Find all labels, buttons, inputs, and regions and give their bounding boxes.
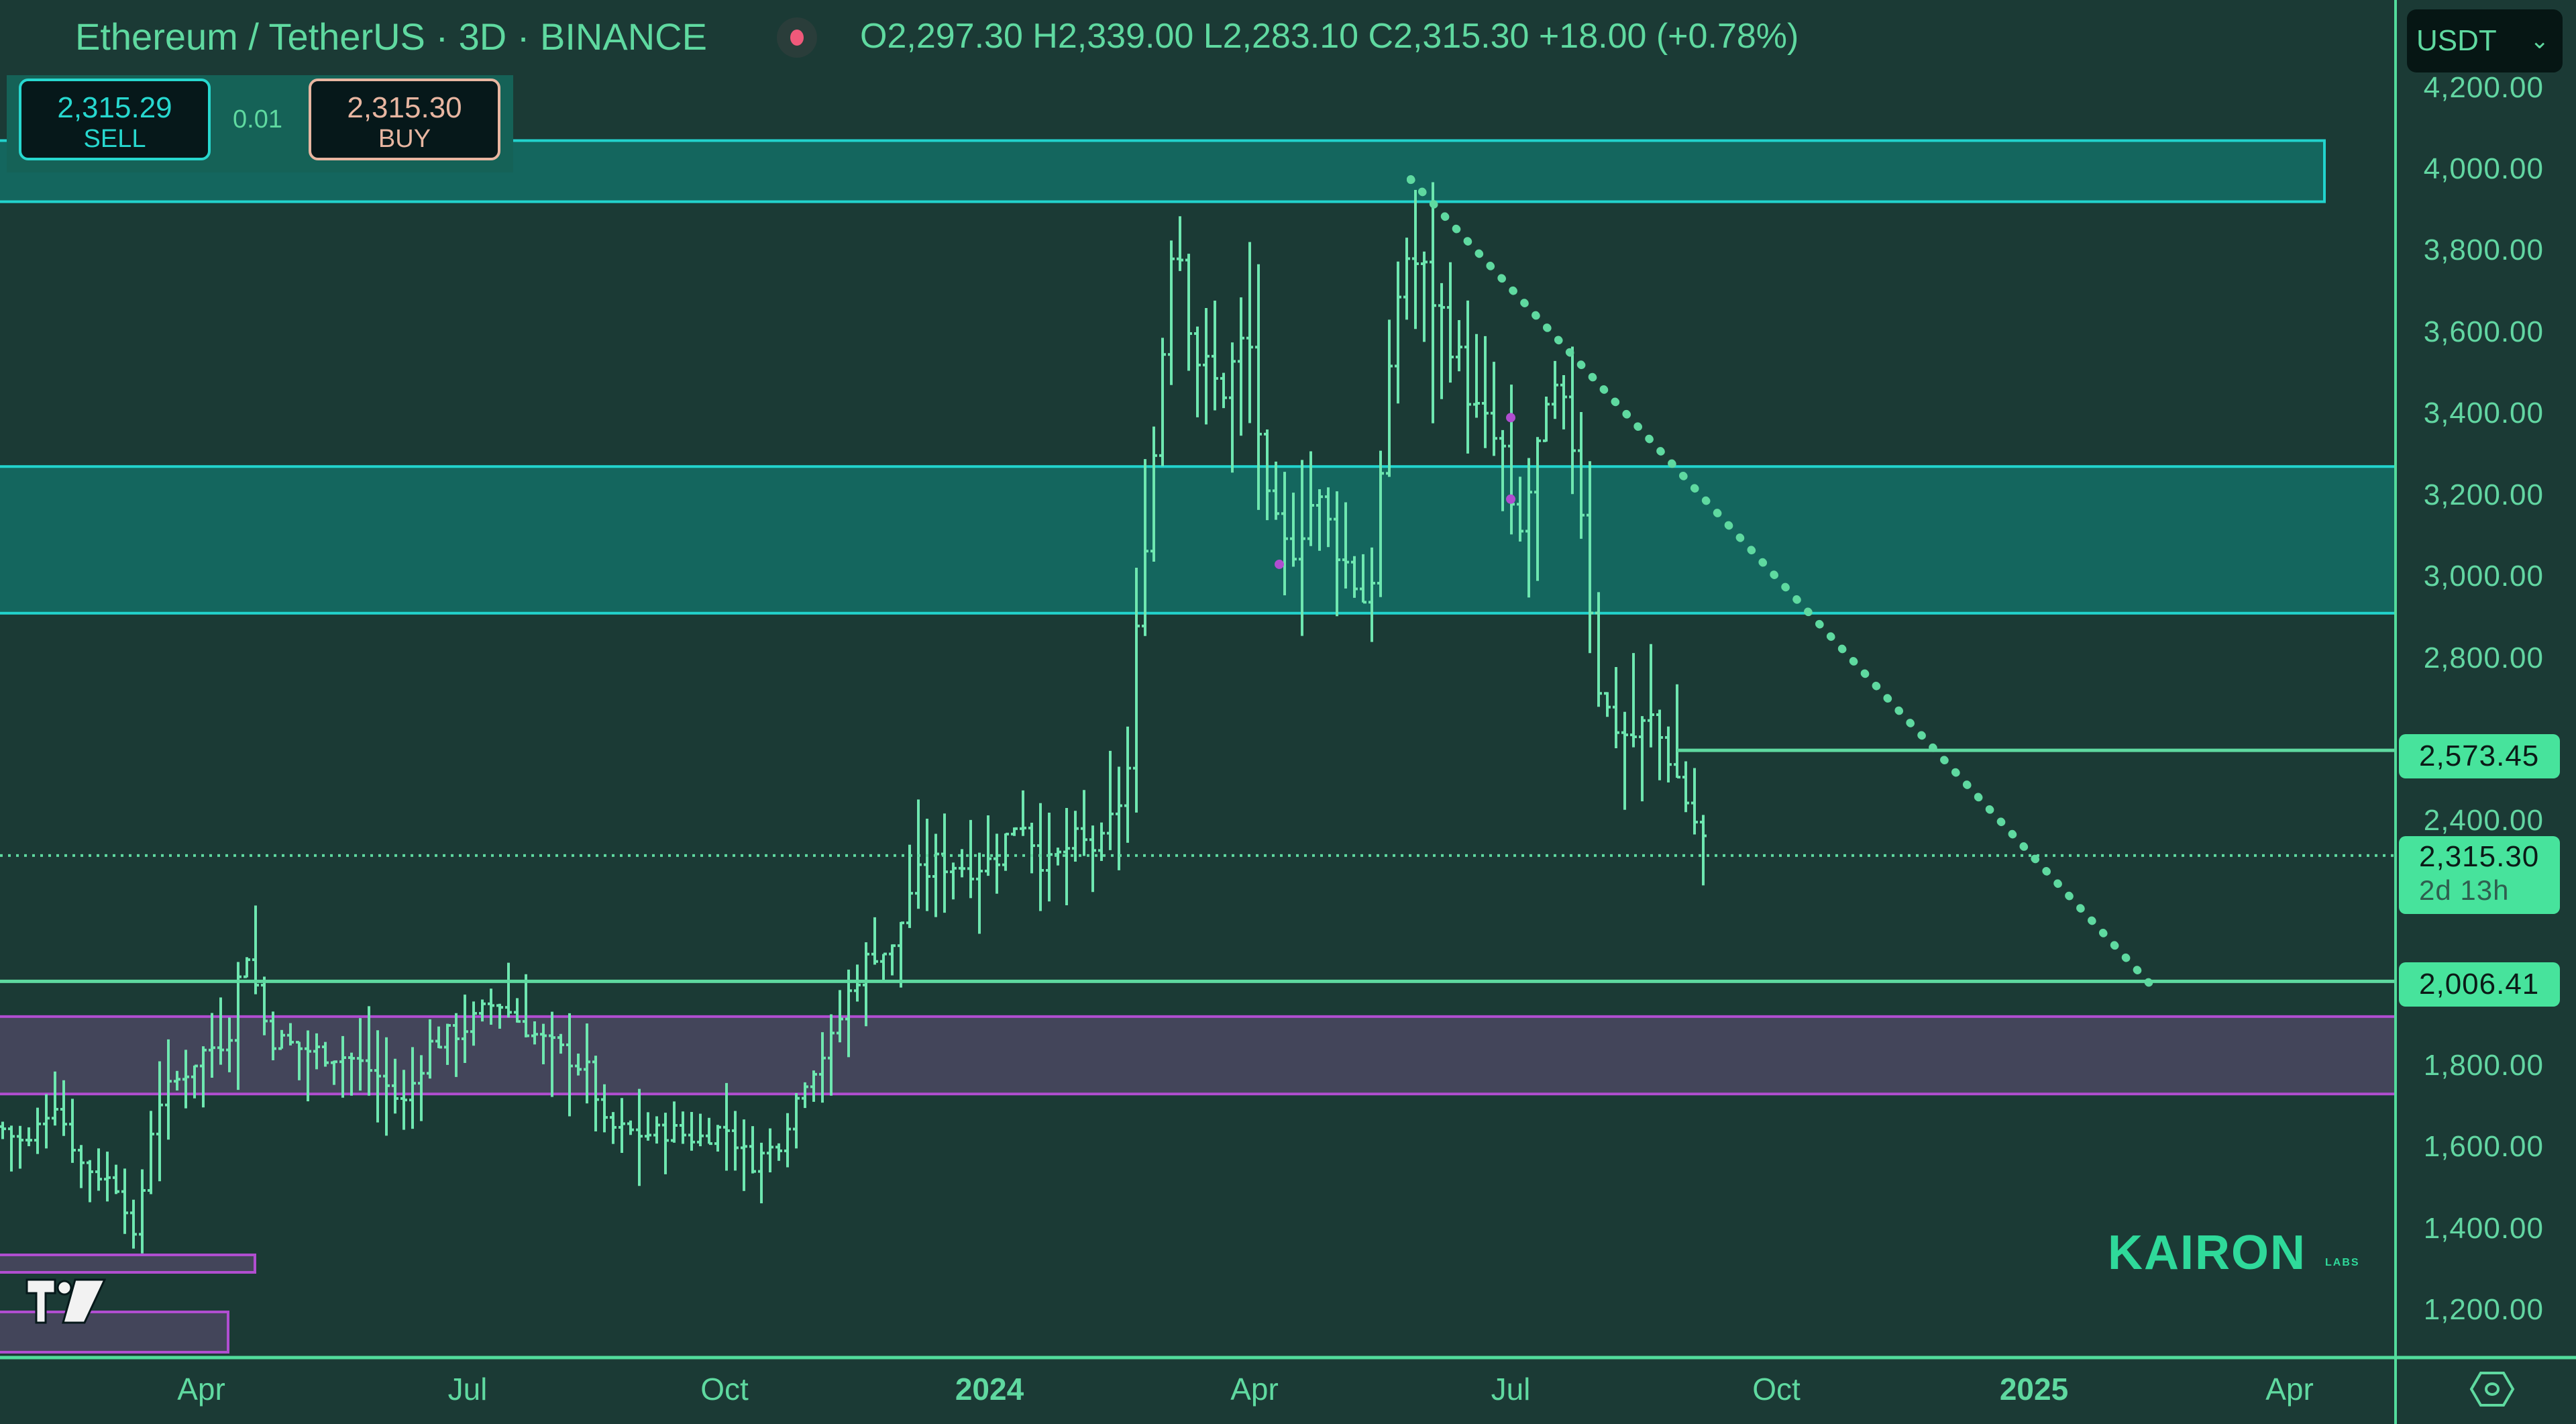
- currency-value: USDT: [2416, 24, 2497, 57]
- currency-selector[interactable]: USDT ⌄: [2407, 9, 2563, 72]
- ohlc-bars: [0, 182, 1707, 1254]
- event-marker-icon: [1506, 494, 1515, 504]
- kairon-logo: KAIRON: [2108, 1226, 2306, 1280]
- price-tick-label: 1,200.00: [2423, 1293, 2544, 1326]
- price-tick-label: 4,000.00: [2423, 152, 2544, 185]
- current-price: 2,315.30: [2419, 840, 2540, 873]
- sell-label: SELL: [83, 125, 146, 153]
- support-price-tag: 2,006.41: [2399, 962, 2560, 1007]
- time-tick-label: Apr: [177, 1372, 225, 1407]
- tradingview-logo-icon: [25, 1278, 106, 1324]
- price-tick-label: 2,800.00: [2423, 641, 2544, 674]
- demand-zone-low-1: [0, 1254, 256, 1274]
- price-tick-label: 3,800.00: [2423, 234, 2544, 267]
- demand-zone: [0, 1015, 2397, 1096]
- price-tick-label: 1,800.00: [2423, 1048, 2544, 1082]
- current-price-tag: 2,315.30 2d 13h: [2399, 836, 2560, 914]
- resistance-price-tag: 2,573.45: [2399, 734, 2560, 778]
- status-dot-icon: [790, 30, 804, 46]
- event-marker-icon: [1275, 559, 1284, 569]
- time-tick-label: 2025: [1999, 1372, 2069, 1407]
- dotted-trendline: [1407, 175, 2154, 988]
- chevron-down-icon: ⌄: [2530, 28, 2550, 54]
- sell-price: 2,315.29: [57, 91, 172, 124]
- settings-gear-icon[interactable]: [2469, 1369, 2516, 1409]
- time-tick-label: Apr: [2265, 1372, 2314, 1407]
- time-tick-label: Oct: [700, 1372, 749, 1407]
- spread-value: 0.01: [233, 105, 282, 134]
- time-tick-label: 2024: [955, 1372, 1024, 1407]
- kairon-logo-sub: LABS: [2325, 1257, 2360, 1268]
- market-status-indicator[interactable]: [777, 17, 817, 58]
- time-tick-label: Jul: [1491, 1372, 1531, 1407]
- price-tick-label: 1,600.00: [2423, 1130, 2544, 1164]
- symbol-title[interactable]: Ethereum / TetherUS · 3D · BINANCE: [75, 15, 707, 58]
- resistance-price: 2,573.45: [2419, 740, 2540, 772]
- price-tick-label: 4,200.00: [2423, 70, 2544, 104]
- price-tick-label: 1,400.00: [2423, 1211, 2544, 1245]
- buy-button[interactable]: 2,315.30 BUY: [309, 79, 500, 160]
- price-tick-label: 3,000.00: [2423, 560, 2544, 593]
- buy-price: 2,315.30: [347, 91, 462, 124]
- price-tick-label: 3,200.00: [2423, 478, 2544, 511]
- candle-countdown: 2d 13h: [2419, 874, 2510, 906]
- resistance-zone-mid: [0, 465, 2397, 615]
- time-tick-label: Apr: [1230, 1372, 1279, 1407]
- price-tick-label: 3,400.00: [2423, 397, 2544, 430]
- price-tick-label: 3,600.00: [2423, 315, 2544, 348]
- support-price: 2,006.41: [2419, 968, 2540, 1001]
- sell-button[interactable]: 2,315.29 SELL: [19, 79, 211, 160]
- demand-zone-low-2: [0, 1311, 229, 1354]
- ohlc-values: O2,297.30 H2,339.00 L2,283.10 C2,315.30 …: [860, 17, 1799, 56]
- buy-label: BUY: [378, 125, 431, 153]
- event-marker-icon: [1506, 413, 1515, 423]
- time-tick-label: Oct: [1752, 1372, 1801, 1407]
- time-tick-label: Jul: [447, 1372, 488, 1407]
- price-tick-label: 2,400.00: [2423, 804, 2544, 837]
